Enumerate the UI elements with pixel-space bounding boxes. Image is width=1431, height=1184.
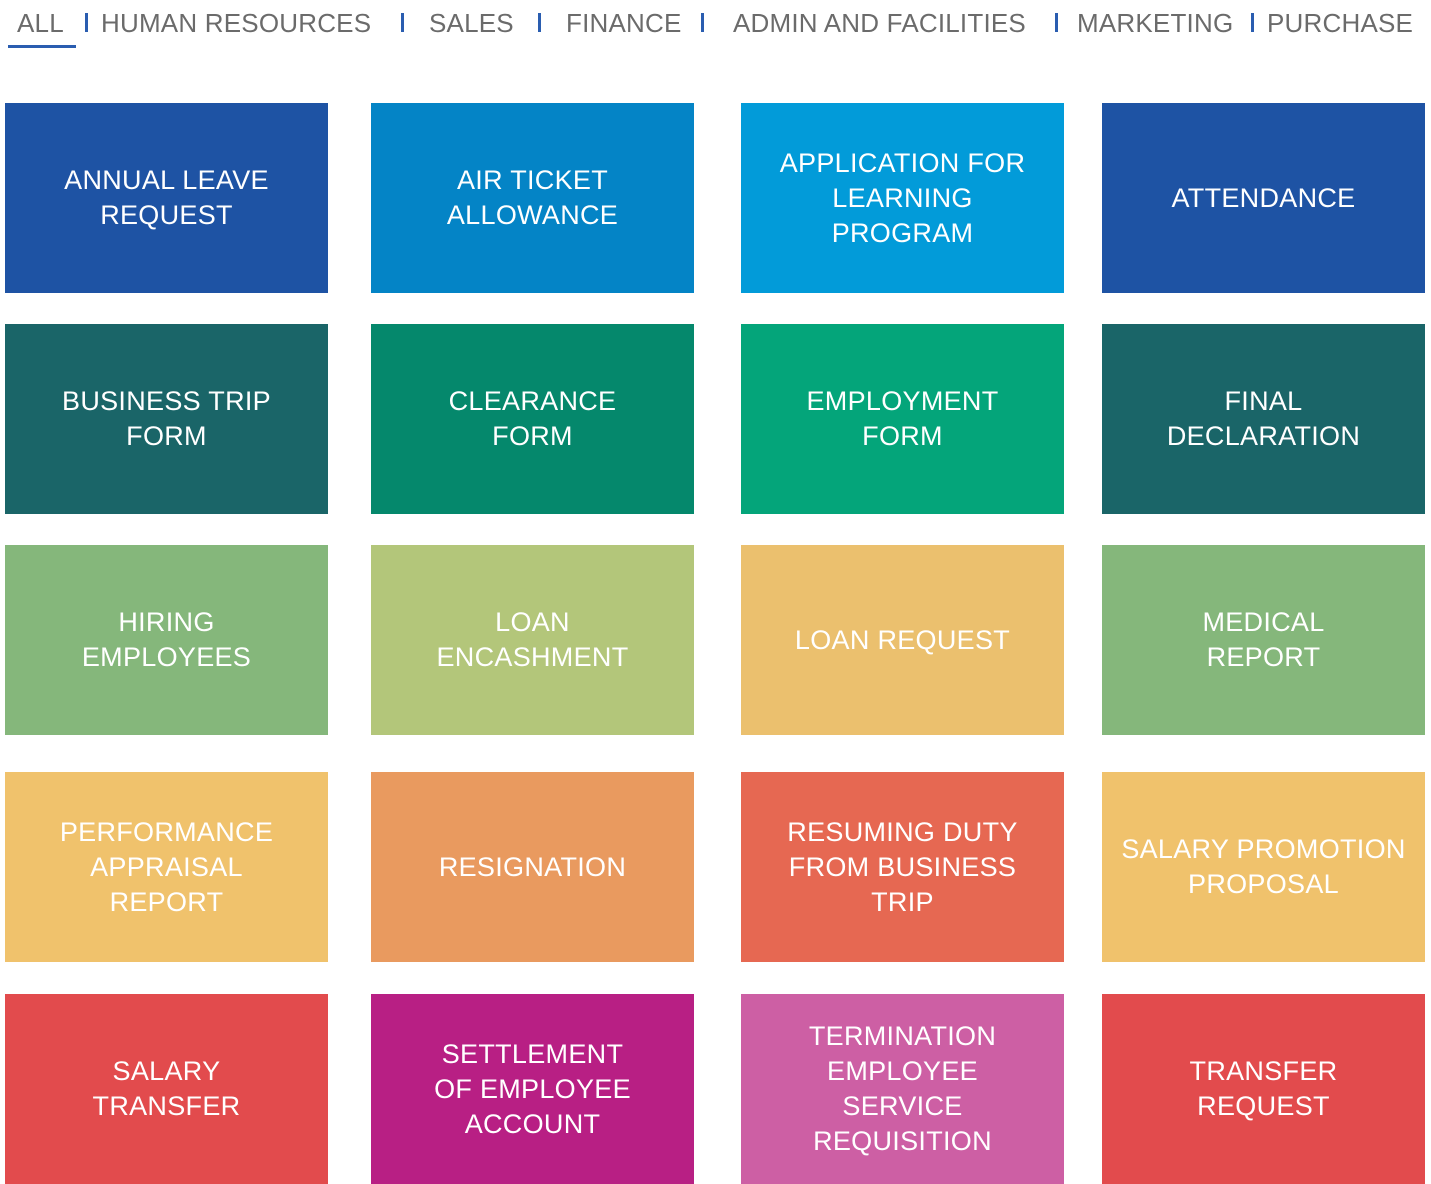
tile-resignation[interactable]: RESIGNATION xyxy=(371,772,694,962)
tile-air-ticket-allowance[interactable]: AIR TICKET ALLOWANCE xyxy=(371,103,694,293)
tile-label: SETTLEMENT OF EMPLOYEE ACCOUNT xyxy=(434,1038,631,1139)
tile-loan-request[interactable]: LOAN REQUEST xyxy=(741,545,1064,735)
tile-label: LOAN REQUEST xyxy=(794,624,1011,655)
tile-resuming-duty-from-business-trip[interactable]: RESUMING DUTY FROM BUSINESS TRIP xyxy=(741,772,1064,962)
tab-separator xyxy=(538,13,541,32)
tile-label: MEDICAL REPORT xyxy=(1202,607,1325,672)
tile-label: AIR TICKET ALLOWANCE xyxy=(446,165,619,230)
tab-finance[interactable]: FINANCE xyxy=(566,8,682,38)
tile-label: SALARY PROMOTION PROPOSAL xyxy=(1121,834,1406,899)
tab-separator xyxy=(1055,13,1058,32)
tab-sales[interactable]: SALES xyxy=(429,8,514,38)
tile-business-trip-form[interactable]: BUSINESS TRIP FORM xyxy=(5,324,328,514)
tile-label: FINAL DECLARATION xyxy=(1166,386,1361,451)
tile-annual-leave-request[interactable]: ANNUAL LEAVE REQUEST xyxy=(5,103,328,293)
tab-admin-and-facilities[interactable]: ADMIN AND FACILITIES xyxy=(733,8,1026,38)
tile-label: RESIGNATION xyxy=(438,851,627,882)
tile-label: EMPLOYMENT FORM xyxy=(806,386,999,451)
tab-separator xyxy=(701,13,704,32)
tile-salary-promotion-proposal[interactable]: SALARY PROMOTION PROPOSAL xyxy=(1102,772,1425,962)
tile-employment-form[interactable]: EMPLOYMENT FORM xyxy=(741,324,1064,514)
tile-termination-employee-service-requisition[interactable]: TERMINATION EMPLOYEE SERVICE REQUISITION xyxy=(741,994,1064,1184)
tile-attendance[interactable]: ATTENDANCE xyxy=(1102,103,1425,293)
tile-settlement-of-employee-account[interactable]: SETTLEMENT OF EMPLOYEE ACCOUNT xyxy=(371,994,694,1184)
tab-separator xyxy=(85,13,88,32)
tile-label: RESUMING DUTY FROM BUSINESS TRIP xyxy=(787,816,1018,917)
tab-all[interactable]: ALL xyxy=(17,8,64,38)
tile-label: ANNUAL LEAVE REQUEST xyxy=(64,165,269,230)
tile-label: APPLICATION FOR LEARNING PROGRAM xyxy=(779,147,1026,248)
tab-separator xyxy=(1251,13,1254,32)
tile-medical-report[interactable]: MEDICAL REPORT xyxy=(1102,545,1425,735)
tile-application-for-learning-program[interactable]: APPLICATION FOR LEARNING PROGRAM xyxy=(741,103,1064,293)
tab-separator xyxy=(401,13,404,32)
category-filter-bar: ALL HUMAN RESOURCES SALES FINANCE ADMIN … xyxy=(0,0,1431,52)
tab-marketing[interactable]: MARKETING xyxy=(1077,8,1234,38)
tile-transfer-request[interactable]: TRANSFER REQUEST xyxy=(1102,994,1425,1184)
active-tab-underline xyxy=(8,45,76,48)
tile-final-declaration[interactable]: FINAL DECLARATION xyxy=(1102,324,1425,514)
tile-label: TRANSFER REQUEST xyxy=(1189,1056,1338,1121)
tile-label: HIRING EMPLOYEES xyxy=(81,607,252,672)
tile-salary-transfer[interactable]: SALARY TRANSFER xyxy=(5,994,328,1184)
tab-purchase[interactable]: PURCHASE xyxy=(1267,8,1414,38)
tile-loan-encashment[interactable]: LOAN ENCASHMENT xyxy=(371,545,694,735)
tile-label: ATTENDANCE xyxy=(1171,182,1356,213)
tile-label: PERFORMANCE APPRAISAL REPORT xyxy=(59,816,274,917)
tile-hiring-employees[interactable]: HIRING EMPLOYEES xyxy=(5,545,328,735)
tile-performance-appraisal-report[interactable]: PERFORMANCE APPRAISAL REPORT xyxy=(5,772,328,962)
tab-human-resources[interactable]: HUMAN RESOURCES xyxy=(101,8,372,38)
tile-label: SALARY TRANSFER xyxy=(92,1056,241,1121)
tile-clearance-form[interactable]: CLEARANCE FORM xyxy=(371,324,694,514)
tile-label: LOAN ENCASHMENT xyxy=(436,607,629,672)
tile-label: CLEARANCE FORM xyxy=(448,386,617,451)
tile-label: TERMINATION EMPLOYEE SERVICE REQUISITION xyxy=(808,1021,997,1156)
tile-label: BUSINESS TRIP FORM xyxy=(62,386,271,451)
